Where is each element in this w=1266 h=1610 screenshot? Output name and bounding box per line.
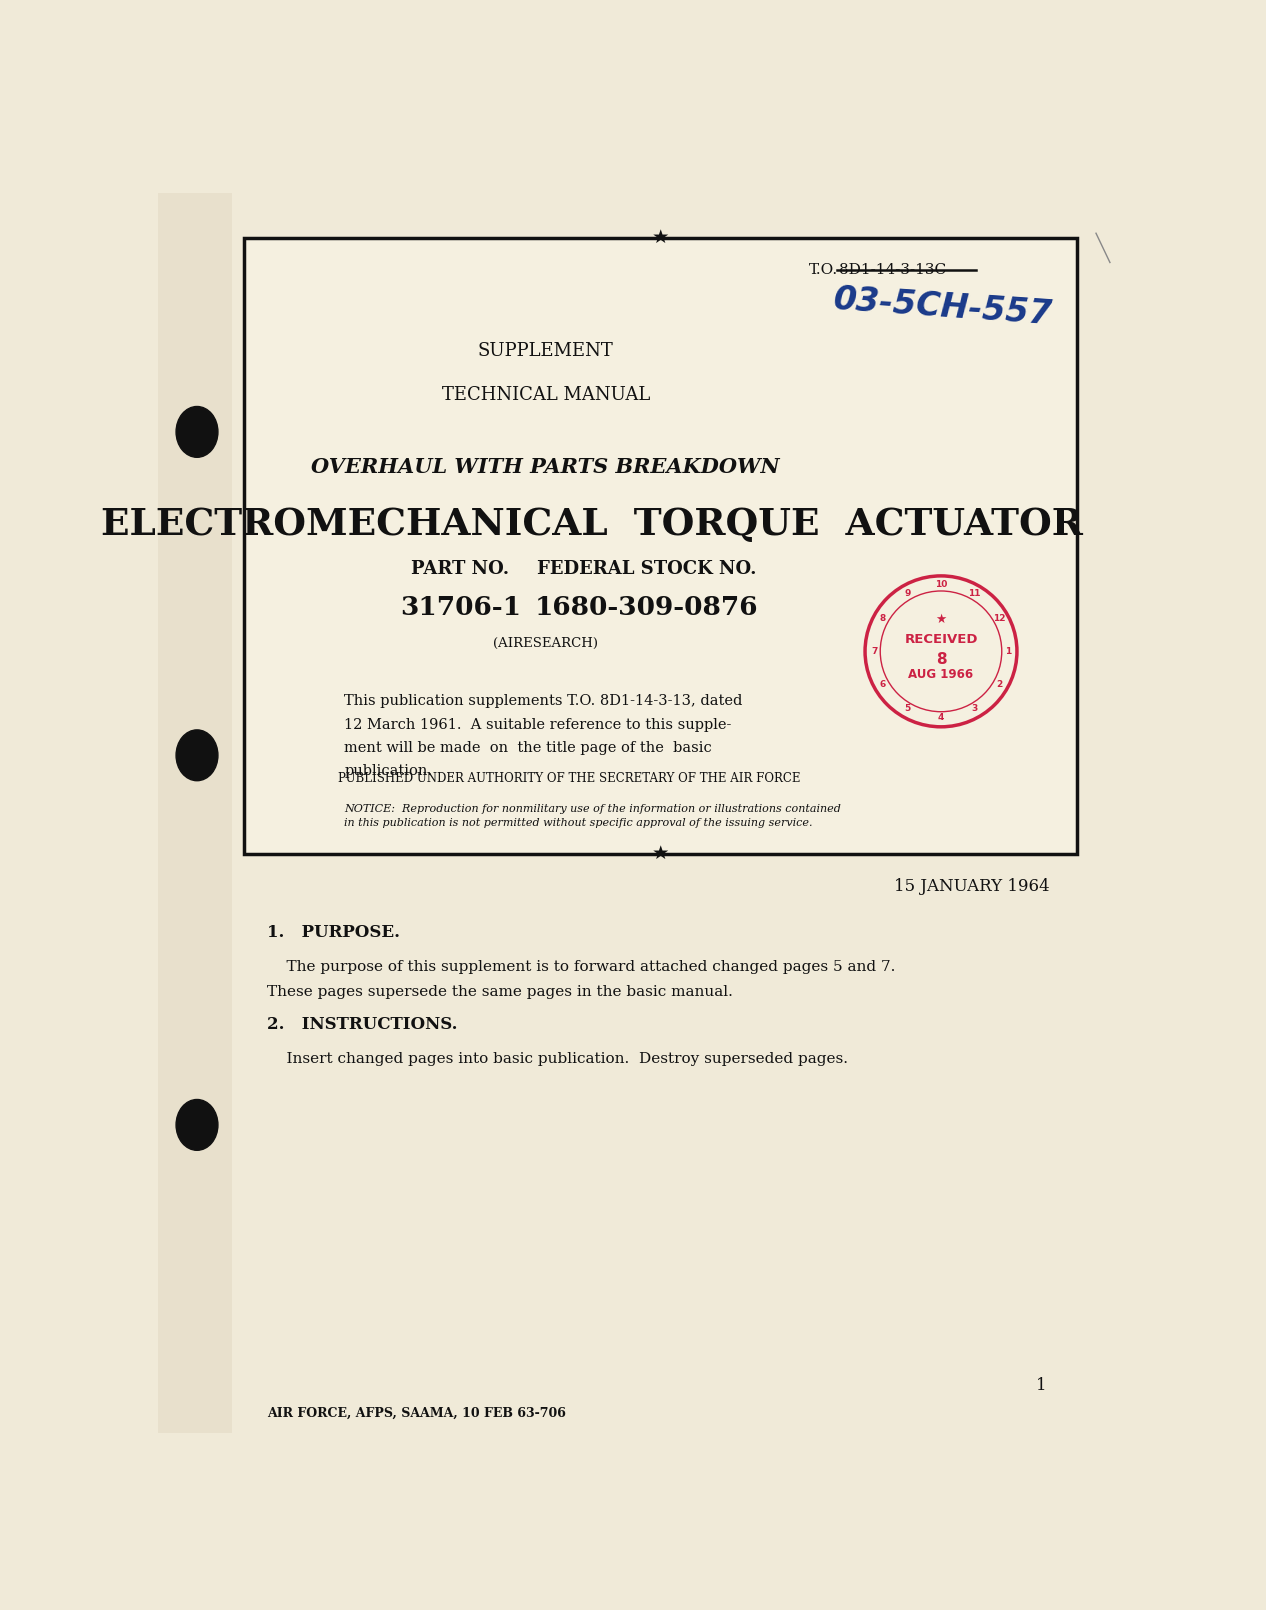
Text: 12: 12 [993,613,1005,623]
Text: 3: 3 [971,704,977,713]
Text: ★: ★ [936,613,947,626]
Ellipse shape [176,729,218,781]
Text: 4: 4 [938,713,944,723]
Text: PUBLISHED UNDER AUTHORITY OF THE SECRETARY OF THE AIR FORCE: PUBLISHED UNDER AUTHORITY OF THE SECRETA… [338,771,800,786]
Text: (AIRESEARCH): (AIRESEARCH) [494,638,599,650]
Text: publication.: publication. [344,763,432,778]
Text: 8: 8 [936,652,946,667]
Text: ELECTROMECHANICAL  TORQUE  ACTUATOR: ELECTROMECHANICAL TORQUE ACTUATOR [101,506,1084,543]
Text: AUG 1966: AUG 1966 [909,668,974,681]
Text: 7: 7 [871,647,877,655]
Text: 1680-309-0876: 1680-309-0876 [534,596,758,620]
Text: in this publication is not permitted without specific approval of the issuing se: in this publication is not permitted wit… [344,818,813,828]
Text: 6: 6 [880,679,886,689]
Text: 2.   INSTRUCTIONS.: 2. INSTRUCTIONS. [267,1016,457,1034]
Text: AIR FORCE, AFPS, SAAMA, 10 FEB 63-706: AIR FORCE, AFPS, SAAMA, 10 FEB 63-706 [267,1407,566,1420]
Text: 8: 8 [880,613,886,623]
Text: 03-5CH-557: 03-5CH-557 [833,283,1053,332]
Text: These pages supersede the same pages in the basic manual.: These pages supersede the same pages in … [267,985,733,998]
Text: NOTICE:  Reproduction for nonmilitary use of the information or illustrations co: NOTICE: Reproduction for nonmilitary use… [344,805,841,815]
Text: 2: 2 [996,679,1001,689]
Text: 1: 1 [1037,1377,1047,1394]
Text: OVERHAUL WITH PARTS BREAKDOWN: OVERHAUL WITH PARTS BREAKDOWN [311,457,780,477]
Text: ★: ★ [651,229,668,248]
Text: The purpose of this supplement is to forward attached changed pages 5 and 7.: The purpose of this supplement is to for… [267,960,895,974]
Text: 9: 9 [904,589,910,599]
Text: This publication supplements T.O. 8D1-14-3-13, dated: This publication supplements T.O. 8D1-14… [344,694,743,708]
Ellipse shape [176,1100,218,1150]
Text: 11: 11 [968,589,981,599]
Bar [243,238,1076,853]
Text: 12 March 1961.  A suitable reference to this supple-: 12 March 1961. A suitable reference to t… [344,718,732,731]
Text: RECEIVED: RECEIVED [904,633,977,646]
Text: 10: 10 [934,581,947,589]
Text: 1.   PURPOSE.: 1. PURPOSE. [267,924,400,940]
Text: 5: 5 [904,704,910,713]
Bar [158,193,232,1433]
Text: 8D1-14-3-13C: 8D1-14-3-13C [838,262,946,277]
Text: ment will be made  on  the title page of the  basic: ment will be made on the title page of t… [344,741,711,755]
Text: TECHNICAL MANUAL: TECHNICAL MANUAL [442,386,649,404]
Text: ★: ★ [651,844,668,863]
Text: FEDERAL STOCK NO.: FEDERAL STOCK NO. [537,560,756,578]
Text: SUPPLEMENT: SUPPLEMENT [477,341,614,361]
Text: 15 JANUARY 1964: 15 JANUARY 1964 [894,877,1050,895]
Text: 31706-1: 31706-1 [400,596,522,620]
Text: T.O.: T.O. [809,262,838,277]
Text: 1: 1 [1005,647,1012,655]
Text: Insert changed pages into basic publication.  Destroy superseded pages.: Insert changed pages into basic publicat… [267,1053,848,1066]
Text: PART NO.: PART NO. [411,560,509,578]
Ellipse shape [176,406,218,457]
